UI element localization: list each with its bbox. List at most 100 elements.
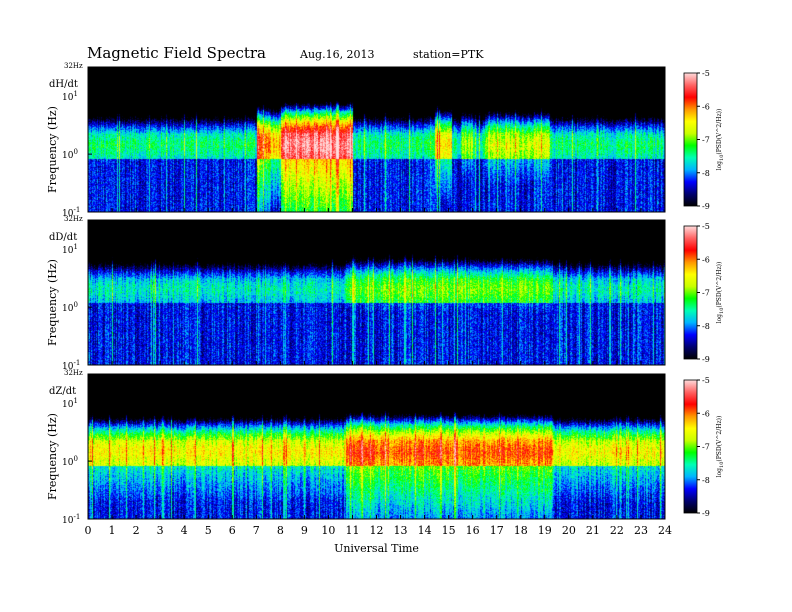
y-tick-base: 10 [62,93,74,103]
y-tick-exp: 0 [73,455,77,463]
y-tick-exp: -1 [73,206,80,214]
colorbar [683,72,698,207]
y-tick-label: 100 [62,455,78,468]
colorbar-tick-label: -9 [702,202,710,211]
y-tick-exp: 1 [73,90,77,98]
colorbar-tick-label: -7 [702,443,710,452]
y-axis-label: Frequency (Hz) [46,106,59,193]
colorbar-tick-label: -6 [702,102,710,111]
x-tick-label: 0 [85,524,92,537]
y-top-label: 32Hz [64,369,83,377]
colorbar-tick-label: -7 [702,289,710,298]
colorbar-label: log10(PSD(V^2/Hz)) [716,262,725,324]
x-tick-label: 8 [277,524,284,537]
colorbar-label: log10(PSD(V^2/Hz)) [716,109,725,171]
colorbar-tick-label: -7 [702,136,710,145]
y-tick-base: 10 [62,458,74,468]
x-tick-label: 16 [466,524,480,537]
x-tick-label: 17 [490,524,504,537]
component-label: dZ/dt [49,386,76,397]
x-tick-label: 2 [133,524,140,537]
chart-date: Aug.16, 2013 [300,48,375,61]
y-tick-base: 10 [62,246,74,256]
y-tick-base: 10 [62,151,74,161]
y-tick-label: 101 [62,90,78,103]
x-axis-label: Universal Time [334,542,419,555]
colorbar-tick-label: -5 [702,222,710,231]
y-tick-label: 100 [62,148,78,161]
colorbar [683,379,698,514]
colorbar-label-part: log [716,161,723,171]
y-tick-exp: 0 [73,301,77,309]
chart-title: Magnetic Field Spectra [87,44,266,62]
x-tick-label: 21 [586,524,600,537]
y-axis-label: Frequency (Hz) [46,413,59,500]
x-tick-label: 13 [394,524,408,537]
spectrogram-3 [88,374,665,519]
y-tick-label: 100 [62,301,78,314]
colorbar-tick-label: -5 [702,376,710,385]
y-tick-label: 10-1 [62,513,80,526]
y-tick-exp: -1 [73,359,80,367]
y-tick-base: 10 [62,209,74,219]
y-top-label: 32Hz [64,215,83,223]
y-tick-label: 101 [62,397,78,410]
y-tick-exp: 0 [73,148,77,156]
spectrogram-1 [88,67,665,212]
colorbar-label-part: log [716,468,723,478]
x-tick-label: 10 [321,524,335,537]
y-tick-base: 10 [62,516,74,526]
colorbar-tick-label: -5 [702,69,710,78]
colorbar-tick-label: -8 [702,322,710,331]
x-tick-label: 4 [181,524,188,537]
x-tick-label: 5 [205,524,212,537]
x-tick-label: 20 [562,524,576,537]
colorbar-label-part: (PSD(V^2/Hz)) [716,416,723,462]
x-tick-label: 11 [345,524,359,537]
component-label: dH/dt [49,79,78,90]
x-tick-label: 3 [157,524,164,537]
x-tick-label: 18 [514,524,528,537]
colorbar-label-part: 10 [719,308,725,314]
y-tick-label: 10-1 [62,359,80,372]
x-tick-label: 7 [253,524,260,537]
x-tick-label: 24 [658,524,672,537]
colorbar-tick-label: -8 [702,476,710,485]
y-tick-base: 10 [62,400,74,410]
colorbar-tick-label: -6 [702,255,710,264]
x-tick-label: 9 [301,524,308,537]
x-tick-label: 19 [538,524,552,537]
y-tick-exp: 1 [73,397,77,405]
colorbar-tick-label: -9 [702,509,710,518]
x-tick-label: 22 [610,524,624,537]
colorbar-tick-label: -6 [702,409,710,418]
x-tick-label: 23 [634,524,648,537]
chart-station: station=PTK [413,48,484,61]
component-label: dD/dt [49,232,77,243]
colorbar-label: log10(PSD(V^2/Hz)) [716,416,725,478]
x-tick-label: 12 [370,524,384,537]
spectrogram-2 [88,220,665,365]
x-tick-label: 1 [109,524,116,537]
x-tick-label: 14 [418,524,432,537]
colorbar-label-part: 10 [719,155,725,161]
colorbar-tick-label: -8 [702,169,710,178]
colorbar-label-part: log [716,314,723,324]
x-tick-label: 6 [229,524,236,537]
y-axis-label: Frequency (Hz) [46,259,59,346]
colorbar-tick-label: -9 [702,355,710,364]
colorbar-label-part: (PSD(V^2/Hz)) [716,262,723,308]
y-tick-label: 10-1 [62,206,80,219]
x-tick-label: 15 [442,524,456,537]
colorbar [683,225,698,360]
y-tick-exp: 1 [73,243,77,251]
y-tick-base: 10 [62,362,74,372]
y-tick-label: 101 [62,243,78,256]
y-top-label: 32Hz [64,62,83,70]
colorbar-label-part: (PSD(V^2/Hz)) [716,109,723,155]
colorbar-label-part: 10 [719,462,725,468]
